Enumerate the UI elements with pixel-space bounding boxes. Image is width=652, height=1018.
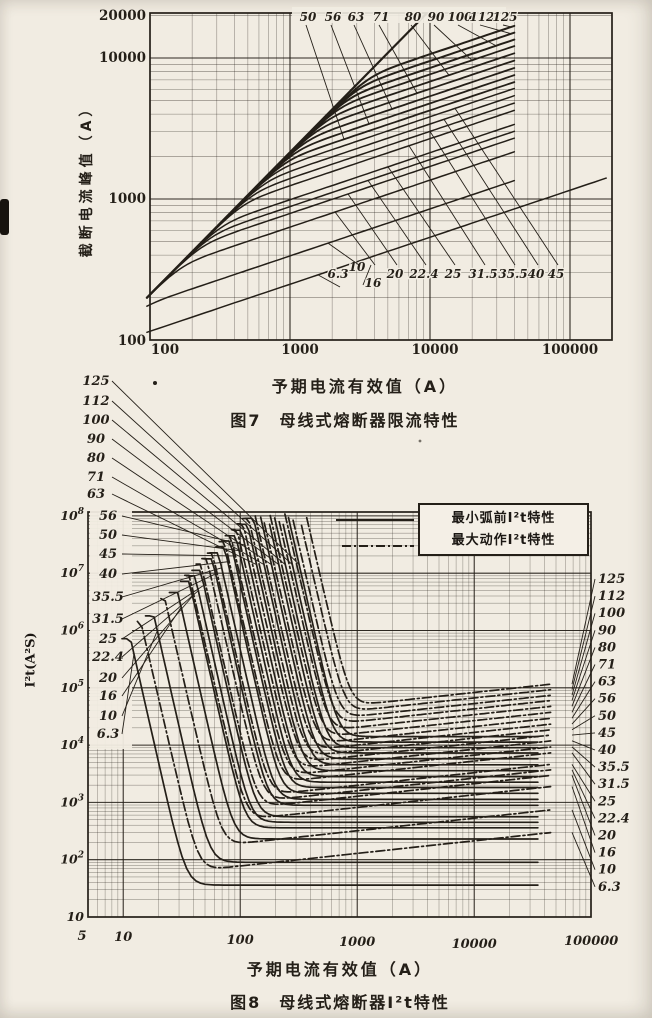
svg-text:90: 90 [87, 432, 105, 447]
svg-text:45: 45 [598, 726, 616, 741]
svg-text:22.4: 22.4 [91, 650, 124, 665]
legend-item-max-operating: 最大动作I²t特性 [451, 532, 556, 548]
svg-text:106: 106 [60, 622, 84, 638]
svg-text:6.3: 6.3 [97, 727, 120, 742]
svg-text:90: 90 [428, 10, 445, 24]
svg-text:100: 100 [118, 333, 146, 349]
svg-text:112: 112 [469, 10, 494, 24]
svg-text:50: 50 [598, 709, 616, 724]
svg-text:31.5: 31.5 [92, 612, 124, 627]
legend-item-min-prearc: 最小弧前I²t特性 [451, 510, 556, 526]
svg-text:10: 10 [349, 260, 366, 274]
figure8-caption: 图8 母线式熔断器I²t特性 [230, 993, 450, 1012]
svg-text:16: 16 [598, 846, 616, 861]
svg-text:40: 40 [99, 567, 117, 582]
svg-text:100000: 100000 [564, 934, 618, 949]
scan-ink-blob [0, 199, 9, 235]
svg-text:100: 100 [447, 10, 473, 24]
svg-text:31.5: 31.5 [468, 267, 497, 281]
svg-text:112: 112 [82, 394, 109, 409]
svg-text:80: 80 [405, 10, 422, 24]
svg-text:80: 80 [87, 451, 105, 466]
svg-text:90: 90 [598, 623, 616, 638]
figure8-legend-samples [336, 518, 414, 548]
svg-text:100: 100 [151, 342, 179, 358]
svg-text:22.4: 22.4 [408, 267, 438, 281]
svg-text:71: 71 [598, 658, 616, 673]
svg-text:10000: 10000 [412, 342, 459, 358]
svg-text:100: 100 [598, 606, 625, 621]
figure7-y-axis-title: 截断电流峰值（A） [79, 98, 95, 258]
svg-text:80: 80 [598, 640, 616, 655]
svg-text:100: 100 [82, 413, 109, 428]
figure7-tick-labels: 100 1000 10000 100000 20000 10000 1000 100 [99, 8, 598, 358]
svg-text:63: 63 [598, 675, 616, 690]
figure7-caption: 图7 母线式熔断器限流特性 [230, 411, 460, 430]
svg-text:20000: 20000 [99, 8, 146, 24]
svg-text:6.3: 6.3 [328, 267, 349, 281]
svg-text:112: 112 [598, 589, 625, 604]
figure8-x-axis-title: 予期电流有效值（A） [246, 960, 434, 979]
svg-text:56: 56 [325, 10, 342, 24]
svg-text:50: 50 [300, 10, 317, 24]
svg-text:35.5: 35.5 [598, 760, 630, 775]
svg-text:56: 56 [99, 509, 117, 524]
svg-text:1000: 1000 [339, 935, 375, 950]
svg-text:25: 25 [444, 267, 462, 281]
svg-text:1000: 1000 [108, 191, 146, 207]
figure7-curves [145, 12, 607, 334]
svg-text:10000: 10000 [452, 937, 497, 952]
svg-text:10: 10 [114, 930, 132, 945]
svg-text:103: 103 [60, 793, 84, 809]
svg-text:104: 104 [60, 736, 84, 752]
svg-text:16: 16 [365, 276, 382, 290]
svg-text:10: 10 [67, 909, 85, 924]
svg-text:71: 71 [373, 10, 390, 24]
svg-text:40: 40 [598, 743, 616, 758]
svg-text:105: 105 [60, 679, 84, 695]
svg-text:35.5: 35.5 [498, 267, 527, 281]
svg-text:16: 16 [99, 689, 117, 704]
figure8-rating-labels: 125 112 100 90 80 71 63 56 50 45 40 35.5 31.5 25 22.4 2… [81, 373, 631, 896]
svg-text:35.5: 35.5 [92, 590, 124, 605]
svg-text:50: 50 [99, 528, 117, 543]
svg-text:25: 25 [597, 794, 616, 809]
svg-text:10: 10 [598, 863, 616, 878]
svg-text:31.5: 31.5 [598, 777, 630, 792]
svg-text:10000: 10000 [99, 50, 146, 66]
svg-text:125: 125 [82, 374, 109, 389]
svg-text:10: 10 [99, 709, 117, 724]
svg-text:20: 20 [98, 671, 117, 686]
figure8-legend-box: 最小弧前I²t特性 最大动作I²t特性 [418, 503, 589, 556]
svg-text:25: 25 [98, 632, 117, 647]
svg-text:45: 45 [99, 547, 117, 562]
svg-text:108: 108 [60, 507, 84, 523]
svg-text:100: 100 [227, 933, 254, 948]
svg-text:20: 20 [386, 267, 404, 281]
svg-text:5: 5 [77, 929, 86, 944]
figure8-min-prearc-curves [121, 516, 539, 886]
scan-marks [153, 381, 422, 443]
figure8-y-axis-title: I²t(A²S) [23, 632, 39, 688]
svg-text:6.3: 6.3 [598, 880, 621, 895]
svg-text:107: 107 [60, 564, 84, 580]
svg-text:125: 125 [598, 572, 625, 587]
figure8-max-operating-curves [136, 513, 552, 869]
svg-text:45: 45 [548, 267, 565, 281]
svg-text:1000: 1000 [281, 342, 319, 358]
svg-text:125: 125 [492, 10, 517, 24]
figure7-x-axis-title: 予期电流有效值（A） [271, 377, 459, 396]
svg-text:63: 63 [87, 487, 105, 502]
svg-text:22.4: 22.4 [597, 811, 630, 826]
svg-text:102: 102 [60, 851, 84, 867]
svg-text:20: 20 [597, 829, 616, 844]
svg-text:71: 71 [87, 470, 105, 485]
svg-text:40: 40 [528, 267, 545, 281]
svg-text:56: 56 [598, 692, 616, 707]
svg-text:63: 63 [348, 10, 365, 24]
svg-text:100000: 100000 [542, 342, 598, 358]
